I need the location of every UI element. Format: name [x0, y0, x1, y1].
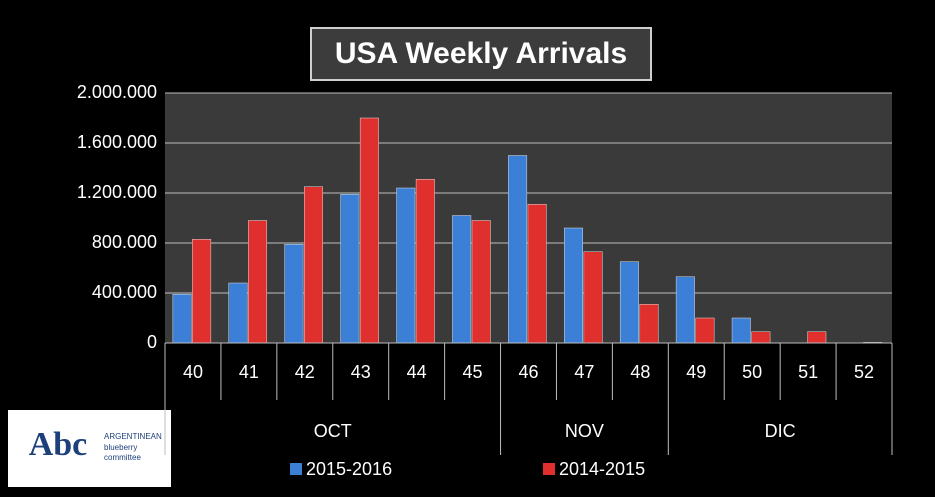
- group-label: NOV: [565, 421, 604, 441]
- legend-label: 2014-2015: [559, 459, 645, 479]
- x-tick-label: 40: [183, 362, 203, 382]
- group-label: DIC: [765, 421, 796, 441]
- bar: [284, 244, 304, 344]
- y-tick-label: 800.000: [92, 232, 157, 252]
- bar: [564, 227, 583, 344]
- bar: [527, 204, 547, 344]
- x-tick-label: 43: [351, 362, 371, 382]
- logo-text: ARGENTINEAN: [104, 432, 162, 441]
- logo-text: blueberry: [104, 443, 137, 452]
- logo-box: [8, 410, 171, 487]
- bar: [228, 282, 248, 344]
- x-tick-label: 42: [295, 362, 315, 382]
- bar: [751, 331, 771, 344]
- bar: [359, 117, 379, 344]
- bar: [172, 294, 192, 344]
- y-tick-label: 0: [147, 332, 157, 352]
- bar: [695, 317, 715, 344]
- y-tick-label: 2.000.000: [77, 82, 157, 102]
- bar: [396, 187, 416, 344]
- bar: [639, 304, 659, 344]
- x-tick-label: 50: [742, 362, 762, 382]
- legend-swatch: [543, 463, 555, 475]
- bar: [340, 194, 360, 344]
- bar: [303, 186, 323, 344]
- y-tick-label: 400.000: [92, 282, 157, 302]
- logo-mark: Abc: [29, 426, 88, 463]
- bar: [807, 331, 827, 344]
- bar: [471, 220, 491, 344]
- x-tick-label: 46: [518, 362, 538, 382]
- x-tick-label: 52: [854, 362, 874, 382]
- bar: [508, 155, 528, 344]
- bar: [619, 261, 639, 344]
- y-tick-label: 1.200.000: [77, 182, 157, 202]
- x-tick-label: 45: [463, 362, 483, 382]
- x-tick-label: 44: [407, 362, 427, 382]
- x-tick-label: 47: [574, 362, 594, 382]
- group-label: OCT: [314, 421, 352, 441]
- bar: [415, 179, 435, 344]
- x-tick-label: 41: [239, 362, 259, 382]
- bar: [675, 276, 695, 344]
- bar: [583, 251, 603, 344]
- y-tick-label: 1.600.000: [77, 132, 157, 152]
- x-tick-label: 48: [630, 362, 650, 382]
- legend-label: 2015-2016: [306, 459, 392, 479]
- bar: [452, 215, 472, 344]
- bar: [192, 239, 212, 344]
- legend-swatch: [290, 463, 302, 475]
- bar: [248, 220, 268, 344]
- x-tick-label: 49: [686, 362, 706, 382]
- x-tick-label: 51: [798, 362, 818, 382]
- title-box: [310, 27, 652, 81]
- logo-text: committee: [104, 453, 141, 462]
- chart-title: USA Weekly Arrivals: [335, 37, 627, 70]
- bar: [731, 317, 751, 344]
